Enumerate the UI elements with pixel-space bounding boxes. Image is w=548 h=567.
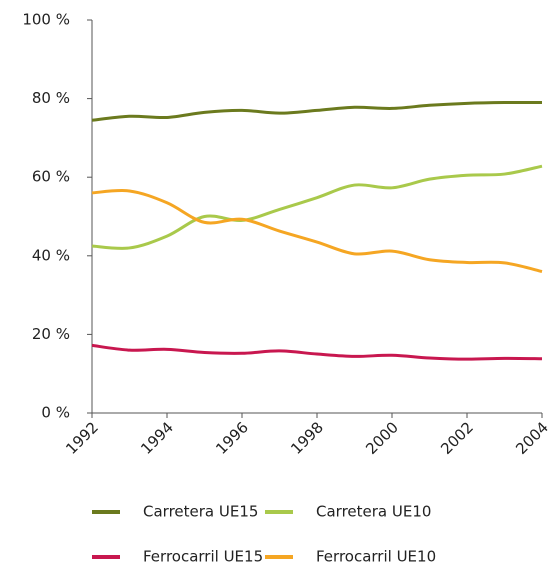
x-tick-label: 1992 <box>62 418 102 458</box>
y-tick-label: 40 % <box>32 246 70 264</box>
x-tick-label: 2002 <box>437 418 477 458</box>
y-tick-label: 20 % <box>32 325 70 343</box>
series-line <box>91 343 543 361</box>
y-tick-label: 0 % <box>41 404 70 422</box>
x-tick-label: 2004 <box>512 418 548 458</box>
legend-label: Ferrocarril UE10 <box>316 548 436 566</box>
x-tick-label: 1994 <box>137 418 177 458</box>
legend-label: Carretera UE10 <box>316 503 431 521</box>
x-tick-label: 1998 <box>287 418 327 458</box>
series-line <box>91 164 543 250</box>
legend-label: Carretera UE15 <box>143 503 258 521</box>
x-tick-label: 1996 <box>212 418 252 458</box>
y-tick-label: 60 % <box>32 168 70 186</box>
x-tick-label: 2000 <box>362 418 402 458</box>
y-tick-label: 100 % <box>22 11 70 29</box>
series-line <box>91 189 543 273</box>
series-line <box>91 100 543 122</box>
legend-label: Ferrocarril UE15 <box>143 548 263 566</box>
y-tick-label: 80 % <box>32 89 70 107</box>
